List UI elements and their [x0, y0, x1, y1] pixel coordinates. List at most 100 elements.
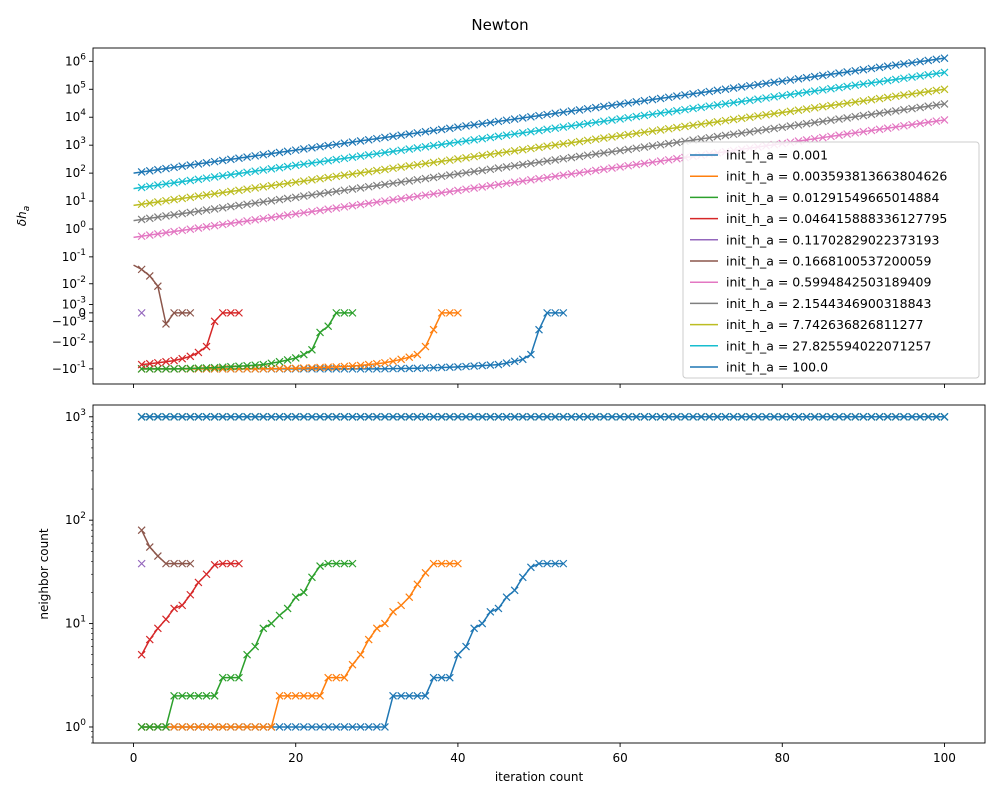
series-marker: [267, 181, 276, 190]
series-marker: [697, 88, 706, 97]
series-marker: [794, 74, 803, 83]
series-marker: [810, 87, 819, 95]
series-marker: [405, 364, 414, 373]
series-marker: [648, 412, 657, 421]
series-marker: [170, 227, 179, 236]
series-marker: [510, 146, 519, 155]
series-marker: [835, 83, 843, 92]
series-marker: [340, 723, 349, 731]
series-marker: [599, 412, 608, 421]
series-marker: [429, 158, 438, 167]
series-marker: [178, 177, 187, 186]
series-marker: [137, 650, 146, 659]
series-marker: [478, 134, 487, 143]
series-marker: [891, 75, 900, 84]
series-marker: [218, 188, 227, 197]
series-marker: [859, 96, 868, 105]
series-marker: [308, 159, 316, 167]
series-marker: [348, 185, 357, 194]
legend-entry: init_h_a = 0.01291549665014884: [726, 190, 939, 205]
series-marker: [308, 364, 316, 373]
series-marker: [364, 635, 373, 644]
series-marker: [356, 152, 365, 160]
series-marker: [518, 145, 527, 154]
series-marker: [153, 412, 162, 421]
series-marker: [462, 137, 470, 145]
series-marker: [202, 191, 211, 199]
series-marker: [940, 116, 949, 124]
series-marker: [348, 723, 357, 731]
series-marker: [194, 207, 203, 216]
series-marker: [689, 89, 697, 98]
series-marker: [754, 95, 762, 104]
series-marker: [194, 691, 203, 700]
series-marker: [908, 90, 916, 98]
series-marker: [308, 207, 316, 216]
series-marker: [299, 588, 308, 597]
series-marker: [170, 723, 179, 731]
series-marker: [462, 362, 470, 371]
series-marker: [340, 186, 349, 195]
series-marker: [145, 543, 154, 551]
series-marker: [348, 412, 357, 421]
series-marker: [543, 412, 552, 421]
series-marker: [470, 167, 479, 176]
series-group: [137, 412, 949, 731]
series-marker: [259, 198, 268, 206]
series-marker: [559, 171, 568, 180]
series-marker: [632, 412, 641, 421]
series-marker: [283, 364, 292, 373]
series-marker: [843, 412, 852, 421]
series-marker: [170, 210, 179, 219]
series-marker: [851, 412, 860, 421]
series-marker: [275, 357, 284, 366]
series-marker: [348, 138, 357, 147]
series-marker: [835, 69, 843, 78]
series-marker: [867, 78, 876, 87]
series-marker: [364, 412, 373, 421]
series-marker: [891, 61, 900, 69]
series-marker: [599, 117, 608, 126]
series-marker: [518, 160, 527, 169]
series-marker: [543, 142, 552, 151]
series-marker: [332, 723, 341, 731]
series-marker: [762, 94, 770, 102]
series-marker: [908, 412, 916, 421]
series-marker: [421, 191, 430, 200]
legend-entry: init_h_a = 0.001: [726, 148, 828, 163]
series-marker: [437, 308, 446, 317]
series-marker: [153, 165, 162, 174]
series-marker: [137, 215, 146, 224]
series-marker: [705, 102, 714, 111]
series-marker: [656, 157, 665, 165]
series-marker: [908, 73, 916, 82]
series-marker: [543, 173, 552, 182]
series-marker: [470, 135, 479, 144]
series-marker: [591, 412, 600, 421]
series-marker: [413, 160, 422, 169]
series-marker: [283, 211, 292, 220]
y-tick-label: 102: [65, 511, 86, 527]
series-marker: [891, 412, 900, 421]
series-marker: [867, 110, 876, 119]
series-marker: [340, 154, 349, 163]
series-marker: [640, 412, 649, 421]
series-marker: [437, 412, 446, 421]
series-marker: [145, 635, 154, 644]
series-marker: [397, 194, 406, 203]
series-marker: [275, 412, 284, 421]
series-marker: [924, 56, 933, 65]
series-marker: [445, 673, 454, 682]
series-marker: [283, 723, 292, 731]
series-marker: [421, 568, 430, 577]
series-marker: [243, 200, 251, 209]
series-marker: [153, 552, 162, 560]
series-marker: [429, 325, 438, 334]
series-marker: [486, 165, 495, 174]
x-tick-label: 0: [130, 751, 138, 765]
series-marker: [186, 225, 195, 234]
series-marker: [372, 412, 381, 421]
series-marker: [794, 89, 803, 98]
series-marker: [137, 559, 146, 568]
y-tick-label: 102: [65, 164, 86, 180]
